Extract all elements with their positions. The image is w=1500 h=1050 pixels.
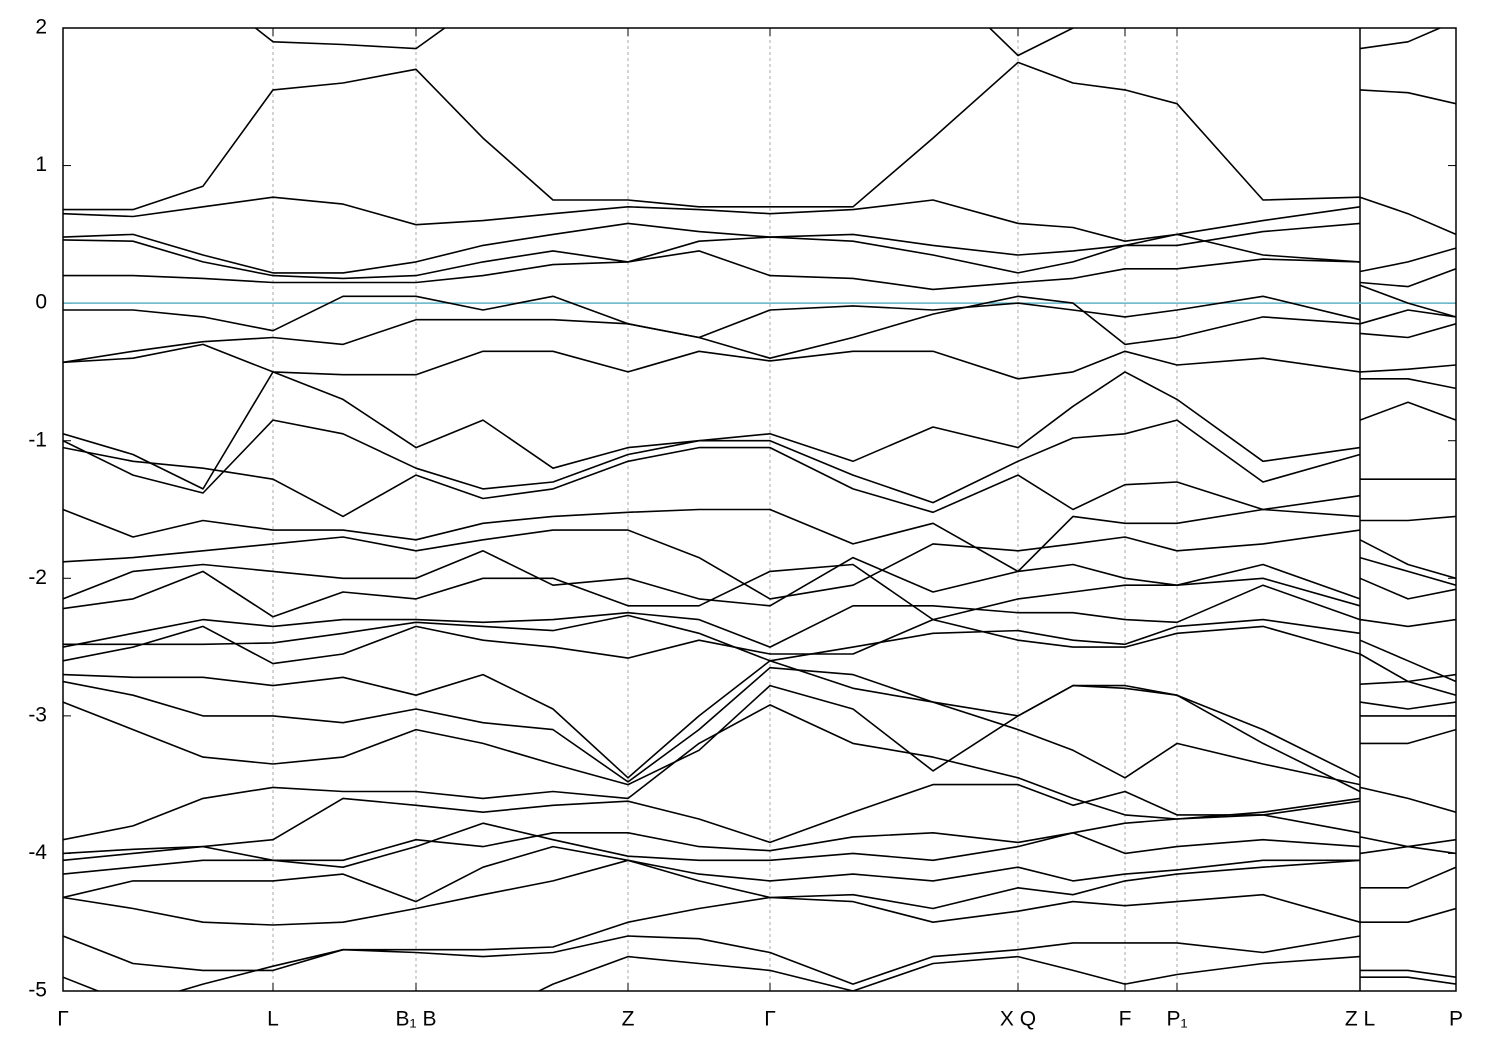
y-tick-label: -4 xyxy=(28,841,47,864)
band-line xyxy=(63,893,1456,978)
x-tick-label: B₁ B xyxy=(396,1008,437,1031)
x-tick-label: Z xyxy=(622,1008,635,1031)
x-tick-label: P₁ xyxy=(1166,1008,1187,1031)
band-line xyxy=(63,822,1456,875)
band-line xyxy=(254,28,1443,57)
band-line xyxy=(63,614,1456,683)
band-line xyxy=(63,859,1456,926)
band-line xyxy=(63,684,1456,793)
y-tick-label: -2 xyxy=(28,566,47,589)
y-tick-label: -5 xyxy=(28,979,47,1002)
band-line xyxy=(63,295,1456,364)
y-tick-label: 0 xyxy=(35,291,47,314)
y-tick-label: -3 xyxy=(28,703,47,726)
x-tick-label: Γ xyxy=(764,1008,776,1031)
band-line xyxy=(63,61,1456,211)
band-line xyxy=(63,250,1456,318)
band-line xyxy=(63,935,1456,991)
band-line xyxy=(63,401,1456,504)
x-tick-label: F xyxy=(1119,1008,1132,1031)
x-tick-label: P xyxy=(1449,1008,1463,1031)
plot-frame xyxy=(62,27,1457,992)
band-line xyxy=(63,508,1456,573)
band-line xyxy=(537,955,1361,991)
band-line xyxy=(63,550,1456,607)
band-line xyxy=(63,446,1456,518)
x-tick-label: Γ xyxy=(57,1008,69,1031)
band-line xyxy=(63,584,1456,648)
x-tick-label: X Q xyxy=(1000,1008,1036,1031)
x-tick-label: Z L xyxy=(1345,1008,1375,1031)
band-line xyxy=(63,783,1456,855)
band-line xyxy=(63,704,1456,841)
bands xyxy=(63,28,1456,991)
band-line xyxy=(63,196,1456,242)
band-line xyxy=(63,563,1456,621)
band-line xyxy=(63,845,1456,903)
y-tick-label: 2 xyxy=(35,16,47,39)
band-line xyxy=(63,529,1456,600)
x-tick-label: L xyxy=(267,1008,279,1031)
band-line xyxy=(63,660,1456,779)
y-tick-label: -1 xyxy=(28,428,47,451)
band-line xyxy=(63,233,1456,288)
band-line xyxy=(63,666,1456,786)
y-tick-label: 1 xyxy=(35,153,47,176)
